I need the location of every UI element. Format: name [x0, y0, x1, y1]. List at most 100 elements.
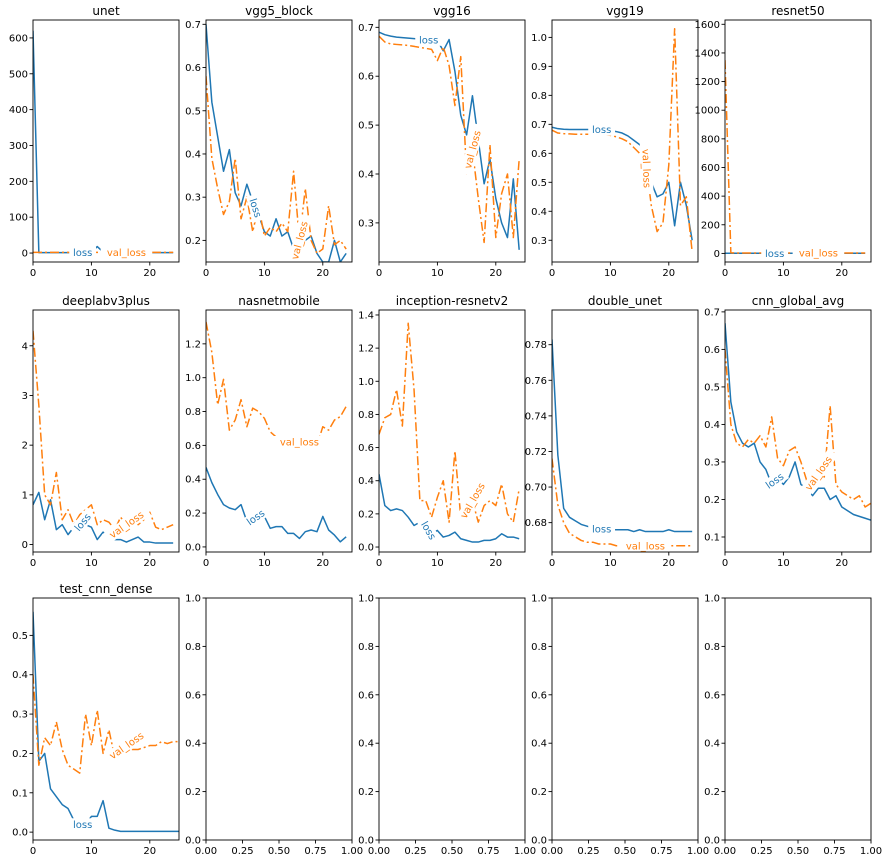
x-tick-label: 20 — [316, 558, 329, 569]
line-label-text: val_loss — [290, 220, 311, 261]
subplot-title: vgg16 — [433, 4, 471, 18]
y-tick-label: 0.4 — [358, 739, 374, 750]
y-tick-label: 1.0 — [531, 594, 547, 605]
axes-frame — [551, 19, 699, 263]
y-tick-label: 0.5 — [358, 121, 374, 132]
y-tick-label: 0.0 — [185, 836, 201, 847]
x-tick-label: 0.50 — [441, 846, 463, 857]
line-label-text: loss — [73, 248, 92, 259]
subplot-title: resnet50 — [771, 4, 824, 18]
axes-frame — [551, 597, 699, 841]
axes-frame — [205, 597, 353, 841]
x-tick-label: 0 — [30, 268, 36, 279]
y-tick-label: 0.4 — [704, 420, 720, 431]
y-tick-label: 1.0 — [358, 594, 374, 605]
x-tick-label: 1.00 — [687, 846, 709, 857]
y-tick-label: 0.70 — [525, 483, 547, 494]
line-label-text: val_loss — [804, 455, 835, 493]
line-label-text: loss — [73, 820, 92, 831]
y-tick-label: 0.0 — [704, 836, 720, 847]
x-tick-label: 0 — [376, 558, 382, 569]
x-tick-label: 0.00 — [195, 846, 217, 857]
line-label-text: val_loss — [107, 248, 146, 259]
loss-line — [206, 467, 347, 543]
subplot-7: loss val_loss 0 10 20 0.0 0.2 0.4 0.6 0.8 1.0 1.2 na… — [185, 294, 353, 569]
x-tick-label: 10 — [85, 268, 98, 279]
y-tick-label: 0.74 — [525, 411, 547, 422]
val-loss-line — [206, 321, 347, 448]
y-tick-label: 0.1 — [12, 788, 28, 799]
x-tick-label: 0.25 — [750, 846, 772, 857]
y-tick-label: 1.2 — [358, 344, 374, 355]
y-tick-label: 4 — [22, 341, 28, 352]
y-tick-label: 0.0 — [185, 542, 201, 553]
y-tick-label: 0.6 — [358, 443, 374, 454]
y-tick-label: 300 — [9, 141, 28, 152]
val-loss-line — [379, 35, 520, 244]
axes-frame — [378, 19, 526, 263]
y-tick-label: 1.0 — [358, 377, 374, 388]
axes-frame — [724, 19, 872, 263]
axes-frame — [378, 597, 526, 841]
y-tick-label: 0.78 — [525, 340, 547, 351]
y-tick-label: 0.3 — [358, 218, 374, 229]
y-tick-label: 400 — [701, 192, 720, 203]
y-tick-label: 0.8 — [531, 642, 547, 653]
y-tick-label: 0 — [714, 249, 720, 260]
subplot-9: loss val_loss 0 10 20 0.68 0.70 0.72 0.74 0.76 0.7… — [525, 294, 699, 569]
y-tick-label: 0.8 — [704, 642, 720, 653]
y-tick-label: 1.4 — [358, 310, 374, 321]
val-loss-line — [206, 76, 347, 255]
line-label-text: val_loss — [639, 149, 651, 189]
y-tick-label: 0.0 — [358, 836, 374, 847]
x-tick-label: 1.00 — [341, 846, 363, 857]
line-label-text: loss — [419, 35, 438, 46]
y-tick-label: 0.6 — [531, 690, 547, 701]
y-tick-label: 0.6 — [358, 690, 374, 701]
x-tick-label: 1.00 — [514, 846, 536, 857]
y-tick-label: 0.4 — [185, 149, 201, 160]
line-label-text: val_loss — [108, 510, 146, 541]
y-tick-label: 0.6 — [185, 441, 201, 452]
line-label-text: val_loss — [108, 731, 146, 762]
x-tick-label: 10 — [431, 558, 444, 569]
x-tick-label: 0.25 — [231, 846, 253, 857]
y-tick-label: 0.6 — [531, 149, 547, 160]
y-tick-label: 500 — [9, 69, 28, 80]
y-tick-label: 0.2 — [185, 236, 201, 247]
y-tick-label: 600 — [9, 33, 28, 44]
y-tick-label: 0.3 — [185, 193, 201, 204]
loss-inline-label: loss — [69, 818, 97, 831]
x-tick-label: 1.00 — [860, 846, 882, 857]
subplot-4: loss val_loss 0 10 20 0.3 0.4 0.5 0.6 0.7 0.8 0.9 1.… — [531, 4, 699, 279]
val-loss-inline-label: val_loss — [619, 539, 672, 552]
x-tick-label: 0 — [376, 268, 382, 279]
y-tick-label: 0.2 — [531, 787, 547, 798]
loss-line — [379, 473, 520, 543]
x-tick-label: 10 — [431, 268, 444, 279]
y-tick-label: 0.7 — [358, 23, 374, 34]
y-tick-label: 0.2 — [704, 495, 720, 506]
val-loss-inline-label: val_loss — [454, 475, 491, 526]
x-tick-label: 0.75 — [304, 846, 326, 857]
subplot-title: inception-resnetv2 — [396, 294, 509, 308]
y-tick-label: 0.4 — [185, 475, 201, 486]
x-tick-label: 20 — [835, 558, 848, 569]
axes-frame — [724, 309, 872, 553]
y-tick-label: 0.4 — [704, 739, 720, 750]
y-tick-label: 0.3 — [704, 457, 720, 468]
y-tick-label: 0.4 — [185, 739, 201, 750]
x-tick-label: 0 — [30, 846, 36, 857]
axes-frame — [378, 309, 526, 553]
subplot-10: loss val_loss 0 10 20 0.1 0.2 0.3 0.4 0.5 0.6 0.7 cn… — [704, 294, 872, 569]
x-tick-label: 20 — [835, 268, 848, 279]
y-tick-label: 0.4 — [531, 739, 547, 750]
y-tick-label: 1.2 — [185, 339, 201, 350]
y-tick-label: 3 — [22, 391, 28, 402]
y-tick-label: 0.8 — [358, 410, 374, 421]
y-tick-label: 0 — [22, 540, 28, 551]
val-loss-inline-label: val_loss — [639, 142, 654, 195]
loss-line — [33, 611, 179, 833]
